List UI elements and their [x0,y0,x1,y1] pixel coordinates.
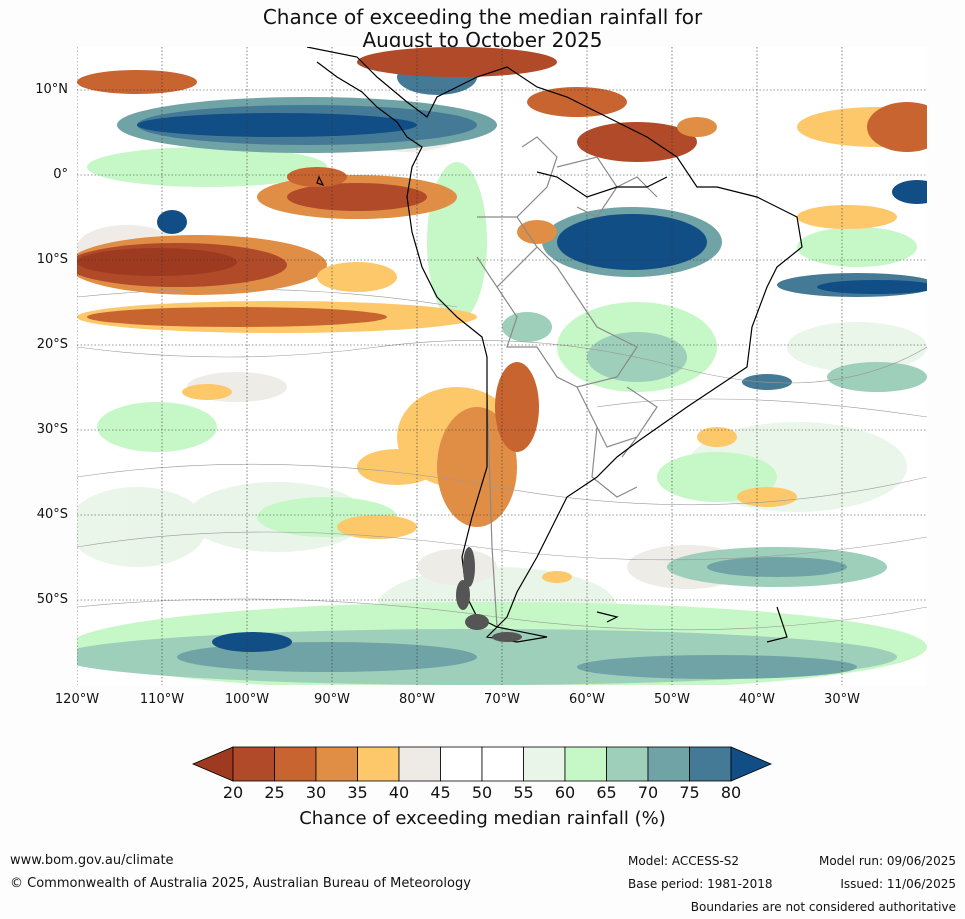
colorbar-bin [274,746,317,782]
model-run-date: Model run: 09/06/2025 [818,854,956,868]
lat-label: 20°S [36,337,68,352]
colorbar-tick: 50 [471,783,493,802]
lat-label: 30°S [36,422,68,437]
colorbar-extend-low [191,746,234,782]
boundaries-disclaimer: Boundaries are not considered authoritat… [690,900,956,914]
lat-label: 40°S [36,507,68,522]
colorbar-tick: 40 [388,783,410,802]
colorbar-extend-high [730,746,773,782]
wet-anomaly-blue [117,59,927,652]
contour-lines [77,288,927,631]
colorbar-bin [440,746,483,782]
colorbar-bin [357,746,400,782]
colorbar-bin [315,746,358,782]
colorbar-bin [523,746,566,782]
lon-label: 80°W [399,692,435,707]
issued-date: Issued: 11/06/2025 [840,877,956,891]
lon-label: 110°W [139,692,185,707]
lat-label: 10°S [36,252,68,267]
colorbar-tick: 75 [679,783,700,802]
lon-label: 70°W [484,692,520,707]
lon-label: 90°W [314,692,350,707]
rainfall-probability-map [77,47,927,685]
colorbar-tick: 55 [513,783,534,802]
lon-label: 120°W [54,692,100,707]
lon-label: 100°W [224,692,270,707]
colorbar-bin [481,746,524,782]
colorbar-tick: 25 [264,783,285,802]
wet-anomaly-green [77,147,927,685]
colorbar-bin [398,746,441,782]
colorbar-tick: 20 [222,783,244,802]
dry-anomaly [77,47,927,583]
colorbar [191,746,773,782]
fjord-islands [456,547,522,642]
colorbar-bin [606,746,649,782]
colorbar-tick: 30 [305,783,327,802]
map-title-line1: Chance of exceeding the median rainfall … [262,5,703,29]
model-name: Model: ACCESS-S2 [628,854,740,868]
colorbar-bin [564,746,607,782]
lon-label: 50°W [654,692,690,707]
colorbar-bin [647,746,690,782]
colorbar-tick: 60 [554,783,576,802]
colorbar-tick: 70 [637,783,659,802]
colorbar-bin [689,746,732,782]
colorbar-tick: 45 [430,783,451,802]
colorbar-tick: 65 [596,783,617,802]
bom-url-link[interactable]: www.bom.gov.au/climate [10,853,174,868]
lon-label: 30°W [824,692,860,707]
lon-label: 40°W [739,692,775,707]
lat-label: 0° [53,167,68,182]
coastlines [306,47,803,643]
colorbar-tick: 35 [347,783,368,802]
map-title-line2: August to October 2025 [362,28,603,52]
lat-label: 50°S [36,592,68,607]
colorbar-label: Chance of exceeding median rainfall (%) [299,808,666,829]
copyright-text: © Commonwealth of Australia 2025, Austra… [10,876,471,891]
base-period: Base period: 1981-2018 [628,877,773,891]
lon-label: 60°W [569,692,605,707]
colorbar-bin [232,746,275,782]
lat-label: 10°N [35,82,68,97]
colorbar-tick: 80 [720,783,742,802]
